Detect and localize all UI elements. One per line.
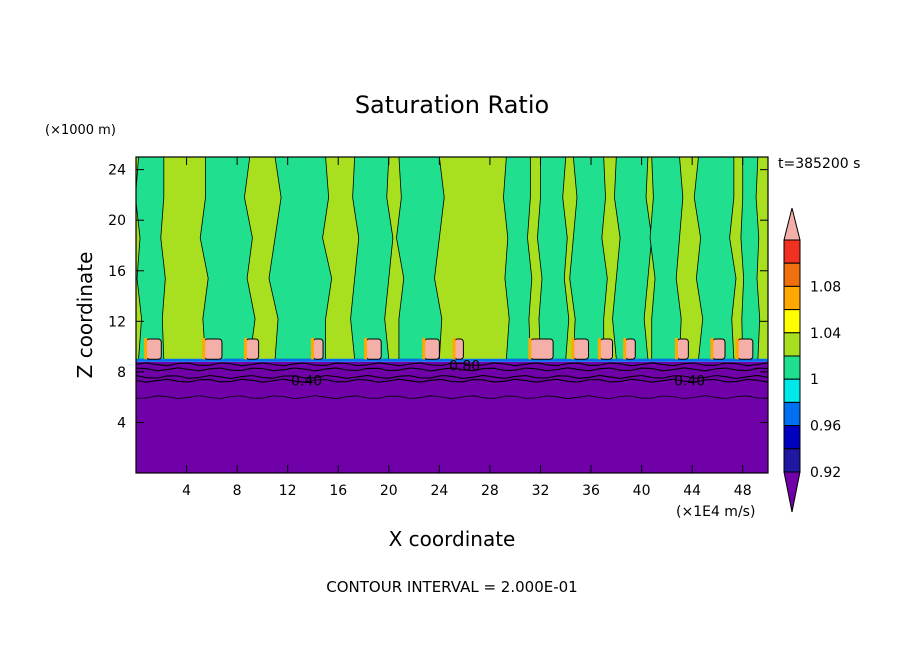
cloud-edge (364, 338, 368, 360)
contour-label: 0.80 (449, 359, 480, 375)
x-tick-label: 12 (279, 483, 297, 499)
colorbar-level (783, 309, 801, 334)
colorbar-level (783, 285, 801, 311)
contour-line (136, 378, 768, 383)
cloud-cell (711, 338, 726, 360)
cloud-edge (571, 338, 575, 360)
cloud-cell (454, 338, 464, 360)
chart-title: Saturation Ratio (355, 91, 549, 119)
colorbar-tick-label: 1.04 (810, 326, 841, 342)
contour-label: 0.40 (674, 374, 705, 390)
cloud-cell (572, 338, 590, 360)
contour-fill (136, 157, 768, 473)
colorbar-level (783, 401, 801, 427)
cloud-cell (245, 338, 260, 360)
colorbar-level (783, 448, 801, 473)
green-column-region (740, 157, 761, 360)
colorbar-top-arrow (783, 207, 801, 241)
colorbar-tick-label: 0.96 (810, 419, 841, 435)
cloud-edge (710, 338, 714, 360)
y-tick-label: 24 (108, 163, 126, 179)
cloud-edge (452, 338, 456, 360)
x-tick-label: 4 (182, 483, 191, 499)
x-axis: 4 8 12 16 20 24 28 32 36 40 44 48 (182, 157, 752, 499)
x-unit-label: (×1E4 m/s) (676, 504, 755, 520)
y-tick-label: 12 (108, 314, 126, 330)
cloud-edge (674, 338, 678, 360)
colorbar-tick-label: 0.92 (810, 465, 841, 481)
cloud-cell (312, 338, 324, 360)
colorbar-level (783, 425, 801, 450)
contour-line (136, 374, 768, 380)
cloud-cell (203, 338, 223, 360)
x-tick-label: 48 (734, 483, 752, 499)
x-tick-label: 20 (380, 483, 398, 499)
y-axis-label: Z coordinate (73, 252, 97, 379)
colorbar-bottom-arrow (783, 471, 801, 513)
cloud-cell (599, 338, 614, 360)
cloud-cell (737, 338, 754, 360)
y-tick-label: 8 (117, 365, 126, 381)
transition-band (136, 358, 768, 362)
cloud-edge (310, 338, 314, 360)
cloud-edge (422, 338, 426, 360)
y-tick-label: 16 (108, 264, 126, 280)
x-tick-label: 16 (329, 483, 347, 499)
colorbar-level (783, 239, 801, 264)
green-column-region (396, 157, 445, 360)
x-tick-label: 8 (233, 483, 242, 499)
colorbar-level (783, 332, 801, 357)
x-tick-label: 28 (481, 483, 499, 499)
cloud-cell (529, 338, 554, 360)
colorbar-tick-label: 1.08 (810, 279, 841, 295)
y-axis: 4 8 12 16 20 24 (108, 163, 768, 431)
colorbar-level (783, 378, 801, 403)
cloud-cell (624, 338, 636, 360)
x-tick-label: 44 (683, 483, 701, 499)
contour-line (136, 395, 768, 400)
x-axis-label: X coordinate (389, 527, 516, 551)
x-tick-label: 36 (582, 483, 600, 499)
cloud-cell (423, 338, 440, 360)
cloud-cell (145, 338, 162, 360)
cloud-edge (597, 338, 601, 360)
colorbar: 1.08 1.04 1 0.96 0.92 (783, 207, 841, 513)
cloud-cell (676, 338, 689, 360)
x-tick-label: 40 (633, 483, 651, 499)
cloud-edge (528, 338, 532, 360)
colorbar-level (783, 262, 801, 287)
contour-line (136, 367, 768, 372)
cloud-edge (623, 338, 627, 360)
y-tick-label: 4 (117, 415, 126, 431)
cloud-edge (243, 338, 247, 360)
cloud-cell (365, 338, 382, 360)
plot-frame (135, 156, 769, 474)
cloud-edge (144, 338, 148, 360)
y-unit-label: (×1000 m) (45, 123, 116, 138)
contour-interval-footer: CONTOUR INTERVAL = 2.000E-01 (326, 578, 577, 596)
contour-labels: 0.40 0.80 0.40 (291, 359, 705, 390)
cloud-edge (202, 338, 206, 360)
y-tick-label: 20 (108, 213, 126, 229)
x-tick-label: 32 (532, 483, 550, 499)
green-column-region (649, 157, 684, 360)
colorbar-level (783, 355, 801, 380)
contour-line (136, 362, 768, 367)
cloud-edge (735, 338, 739, 360)
contour-label: 0.40 (291, 374, 322, 390)
time-label: t=385200 s (778, 156, 860, 172)
contour-lines (136, 362, 768, 400)
colorbar-tick-label: 1 (810, 372, 819, 388)
x-tick-label: 24 (430, 483, 448, 499)
